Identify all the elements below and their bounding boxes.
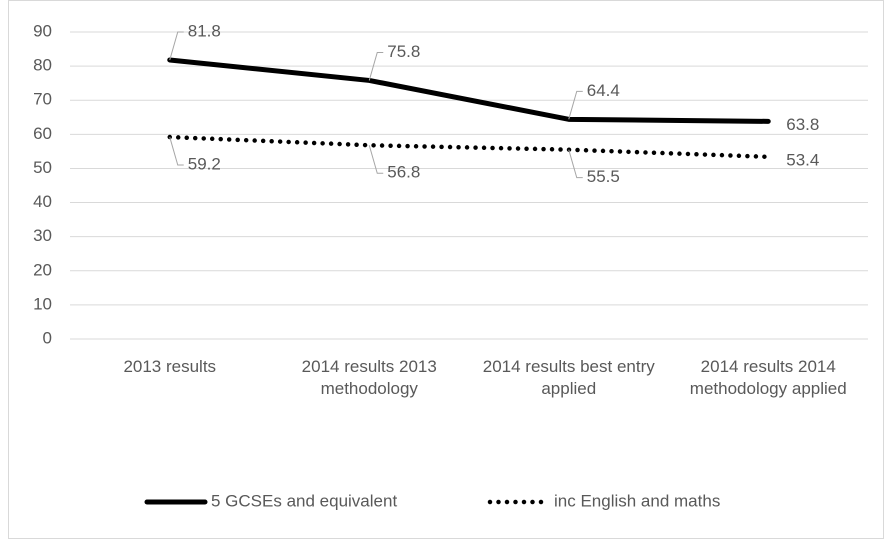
legend-label: 5 GCSEs and equivalent [211, 491, 397, 510]
y-tick-label: 10 [33, 294, 52, 313]
x-tick-label: 2014 results best entry applied [482, 357, 655, 398]
y-tick-label: 40 [33, 192, 52, 211]
y-tick-label: 70 [33, 90, 52, 109]
x-tick-label: 2014 results 2014 methodology applied [689, 357, 847, 398]
leader-line [368, 51, 384, 81]
data-label: 59.2 [188, 155, 221, 174]
data-label: 53.4 [786, 150, 819, 169]
data-label: 75.8 [387, 42, 420, 61]
chart-border [8, 0, 884, 539]
y-tick-label: 90 [33, 21, 52, 40]
legend-label: inc English and maths [554, 491, 720, 510]
y-tick-label: 20 [33, 260, 52, 279]
series-line [167, 134, 771, 160]
y-tick-label: 0 [43, 328, 52, 347]
data-label: 64.4 [587, 81, 620, 100]
y-tick-label: 60 [33, 124, 52, 143]
series-line [167, 57, 771, 124]
y-tick-label: 80 [33, 56, 52, 75]
data-label: 56.8 [387, 163, 420, 182]
data-label: 55.5 [587, 167, 620, 186]
leader-line [568, 90, 583, 120]
leader-line [169, 136, 184, 166]
y-tick-label: 50 [33, 158, 52, 177]
data-label: 81.8 [188, 21, 221, 40]
x-tick-label: 2013 results [123, 357, 217, 376]
data-label: 63.8 [786, 115, 819, 134]
leader-line [169, 31, 184, 61]
leader-line [368, 145, 384, 174]
leader-line [568, 149, 583, 179]
x-tick-label: 2014 results 2013 methodology [301, 357, 437, 398]
y-tick-label: 30 [33, 226, 52, 245]
